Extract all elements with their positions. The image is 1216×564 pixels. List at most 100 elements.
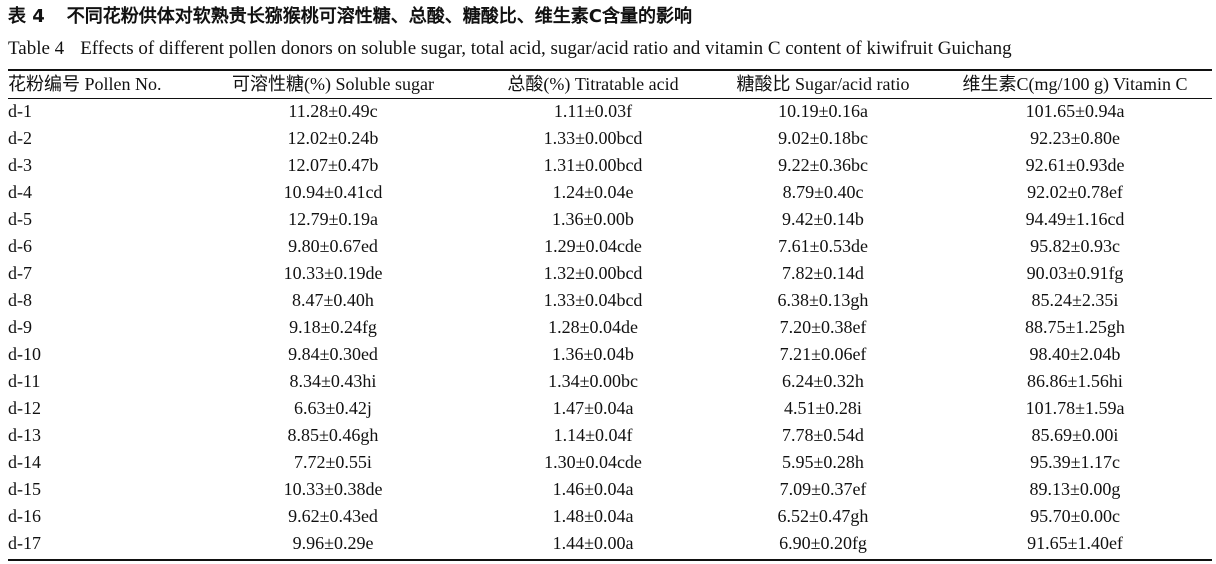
table-header: 花粉编号 Pollen No. 可溶性糖(%) Soluble sugar 总酸…: [8, 71, 1212, 98]
table-row: d-14 7.72±0.55i 1.30±0.04cde 5.95±0.28h 95.3…: [8, 449, 1212, 476]
table-top-rule: [8, 69, 1212, 71]
header-titratable-acid: 总酸(%) Titratable acid: [507, 74, 679, 94]
cell-soluble-sugar: 12.07±0.47b: [287, 155, 379, 175]
cell-vitamin-c: 95.39±1.17c: [1030, 452, 1120, 472]
cell-sugar-acid-ratio: 6.24±0.32h: [782, 371, 864, 391]
cell-pollen-no: d-4: [8, 182, 32, 202]
cell-soluble-sugar: 9.62±0.43ed: [288, 506, 378, 526]
cell-titratable-acid: 1.29±0.04cde: [544, 236, 642, 256]
cell-pollen-no: d-2: [8, 128, 32, 148]
cell-sugar-acid-ratio: 7.61±0.53de: [778, 236, 868, 256]
cell-soluble-sugar: 10.33±0.38de: [283, 479, 383, 499]
cell-titratable-acid: 1.11±0.03f: [553, 101, 633, 121]
cell-titratable-acid: 1.30±0.04cde: [544, 452, 642, 472]
cell-titratable-acid: 1.36±0.00b: [552, 209, 634, 229]
cell-pollen-no: d-12: [8, 398, 41, 418]
table-title-english: Effects of different pollen donors on so…: [80, 38, 1012, 59]
table-label-english: Table 4: [8, 38, 65, 59]
cell-titratable-acid: 1.28±0.04de: [548, 317, 638, 337]
cell-vitamin-c: 85.24±2.35i: [1031, 290, 1119, 310]
table-row: d-3 12.07±0.47b 1.31±0.00bcd 9.22±0.36bc 92.…: [8, 152, 1212, 179]
table-row: d-13 8.85±0.46gh 1.14±0.04f 7.78±0.54d 85.69…: [8, 422, 1212, 449]
cell-pollen-no: d-9: [8, 317, 32, 337]
data-table: 花粉编号 Pollen No. 可溶性糖(%) Soluble sugar 总酸…: [8, 71, 1212, 557]
cell-sugar-acid-ratio: 4.51±0.28i: [784, 398, 862, 418]
cell-titratable-acid: 1.36±0.04b: [552, 344, 634, 364]
table-caption-english: Table 4 Effects of different pollen donor…: [8, 36, 1012, 62]
table-row: d-12 6.63±0.42j 1.47±0.04a 4.51±0.28i 101.78…: [8, 395, 1212, 422]
cell-pollen-no: d-3: [8, 155, 32, 175]
cell-vitamin-c: 101.78±1.59a: [1025, 398, 1125, 418]
cell-titratable-acid: 1.32±0.00bcd: [543, 263, 643, 283]
cell-vitamin-c: 88.75±1.25gh: [1025, 317, 1125, 337]
cell-soluble-sugar: 10.94±0.41cd: [283, 182, 383, 202]
cell-sugar-acid-ratio: 7.78±0.54d: [782, 425, 864, 445]
table-row: d-11 8.34±0.43hi 1.34±0.00bc 6.24±0.32h 86.8…: [8, 368, 1212, 395]
cell-sugar-acid-ratio: 9.42±0.14b: [782, 209, 864, 229]
cell-sugar-acid-ratio: 7.82±0.14d: [782, 263, 864, 283]
table-row: d-10 9.84±0.30ed 1.36±0.04b 7.21±0.06ef 98.4…: [8, 341, 1212, 368]
cell-titratable-acid: 1.34±0.00bc: [548, 371, 638, 391]
cell-pollen-no: d-11: [8, 371, 41, 391]
table-row: d-9 9.18±0.24fg 1.28±0.04de 7.20±0.38ef 88.7…: [8, 314, 1212, 341]
header-soluble-sugar: 可溶性糖(%) Soluble sugar: [232, 74, 434, 94]
cell-pollen-no: d-1: [8, 101, 32, 121]
cell-sugar-acid-ratio: 6.52±0.47gh: [777, 506, 869, 526]
table-header-rule: [8, 98, 1212, 99]
cell-sugar-acid-ratio: 5.95±0.28h: [782, 452, 864, 472]
cell-pollen-no: d-6: [8, 236, 32, 256]
cell-sugar-acid-ratio: 7.09±0.37ef: [779, 479, 867, 499]
cell-vitamin-c: 98.40±2.04b: [1029, 344, 1121, 364]
cell-sugar-acid-ratio: 7.21±0.06ef: [779, 344, 867, 364]
cell-titratable-acid: 1.14±0.04f: [553, 425, 633, 445]
cell-sugar-acid-ratio: 8.79±0.40c: [782, 182, 864, 202]
cell-soluble-sugar: 6.63±0.42j: [294, 398, 372, 418]
table-title-chinese: 不同花粉供体对软熟贵长猕猴桃可溶性糖、总酸、糖酸比、维生素C含量的影响: [66, 6, 693, 27]
cell-soluble-sugar: 9.96±0.29e: [292, 533, 374, 553]
table-row: d-6 9.80±0.67ed 1.29±0.04cde 7.61±0.53de 95.…: [8, 233, 1212, 260]
cell-vitamin-c: 89.13±0.00g: [1029, 479, 1121, 499]
header-vitamin-c: 维生素C(mg/100 g) Vitamin C: [962, 74, 1188, 94]
cell-pollen-no: d-17: [8, 533, 41, 553]
table-row: d-1 11.28±0.49c 1.11±0.03f 10.19±0.16a 101.6…: [8, 98, 1212, 125]
header-pollen-no: 花粉编号 Pollen No.: [8, 74, 162, 94]
table-row: d-2 12.02±0.24b 1.33±0.00bcd 9.02±0.18bc 92.…: [8, 125, 1212, 152]
cell-titratable-acid: 1.31±0.00bcd: [543, 155, 643, 175]
cell-sugar-acid-ratio: 10.19±0.16a: [778, 101, 868, 121]
table-row: d-17 9.96±0.29e 1.44±0.00a 6.90±0.20fg 91.65…: [8, 530, 1212, 557]
table-body: d-1 11.28±0.49c 1.11±0.03f 10.19±0.16a 101.6…: [8, 98, 1212, 557]
cell-pollen-no: d-5: [8, 209, 32, 229]
cell-titratable-acid: 1.33±0.04bcd: [543, 290, 643, 310]
table-row: d-8 8.47±0.40h 1.33±0.04bcd 6.38±0.13gh 85.2…: [8, 287, 1212, 314]
table-caption-chinese: 表 4 不同花粉供体对软熟贵长猕猴桃可溶性糖、总酸、糖酸比、维生素C含量的影响: [8, 4, 692, 30]
cell-sugar-acid-ratio: 9.02±0.18bc: [778, 128, 868, 148]
table-row: d-5 12.79±0.19a 1.36±0.00b 9.42±0.14b 94.49±…: [8, 206, 1212, 233]
cell-vitamin-c: 85.69±0.00i: [1031, 425, 1119, 445]
table-label-chinese: 表 4: [8, 6, 45, 27]
cell-vitamin-c: 94.49±1.16cd: [1025, 209, 1125, 229]
cell-vitamin-c: 95.82±0.93c: [1030, 236, 1120, 256]
cell-vitamin-c: 92.61±0.93de: [1025, 155, 1125, 175]
cell-pollen-no: d-8: [8, 290, 32, 310]
cell-soluble-sugar: 7.72±0.55i: [294, 452, 372, 472]
cell-sugar-acid-ratio: 6.90±0.20fg: [779, 533, 867, 553]
cell-pollen-no: d-13: [8, 425, 41, 445]
cell-titratable-acid: 1.33±0.00bcd: [543, 128, 643, 148]
table-row: d-16 9.62±0.43ed 1.48±0.04a 6.52±0.47gh 95.7…: [8, 503, 1212, 530]
cell-soluble-sugar: 9.80±0.67ed: [288, 236, 378, 256]
header-row: 花粉编号 Pollen No. 可溶性糖(%) Soluble sugar 总酸…: [8, 71, 1212, 98]
cell-pollen-no: d-10: [8, 344, 41, 364]
cell-sugar-acid-ratio: 9.22±0.36bc: [778, 155, 868, 175]
cell-pollen-no: d-15: [8, 479, 41, 499]
table-row: d-4 10.94±0.41cd 1.24±0.04e 8.79±0.40c 92.02…: [8, 179, 1212, 206]
cell-vitamin-c: 101.65±0.94a: [1025, 101, 1125, 121]
cell-vitamin-c: 95.70±0.00c: [1030, 506, 1120, 526]
table-row: d-15 10.33±0.38de 1.46±0.04a 7.09±0.37ef 89.…: [8, 476, 1212, 503]
cell-pollen-no: d-16: [8, 506, 41, 526]
cell-soluble-sugar: 12.79±0.19a: [288, 209, 378, 229]
cell-titratable-acid: 1.44±0.00a: [552, 533, 634, 553]
cell-soluble-sugar: 10.33±0.19de: [283, 263, 383, 283]
cell-sugar-acid-ratio: 7.20±0.38ef: [779, 317, 867, 337]
cell-soluble-sugar: 9.18±0.24fg: [289, 317, 377, 337]
cell-soluble-sugar: 8.47±0.40h: [292, 290, 374, 310]
